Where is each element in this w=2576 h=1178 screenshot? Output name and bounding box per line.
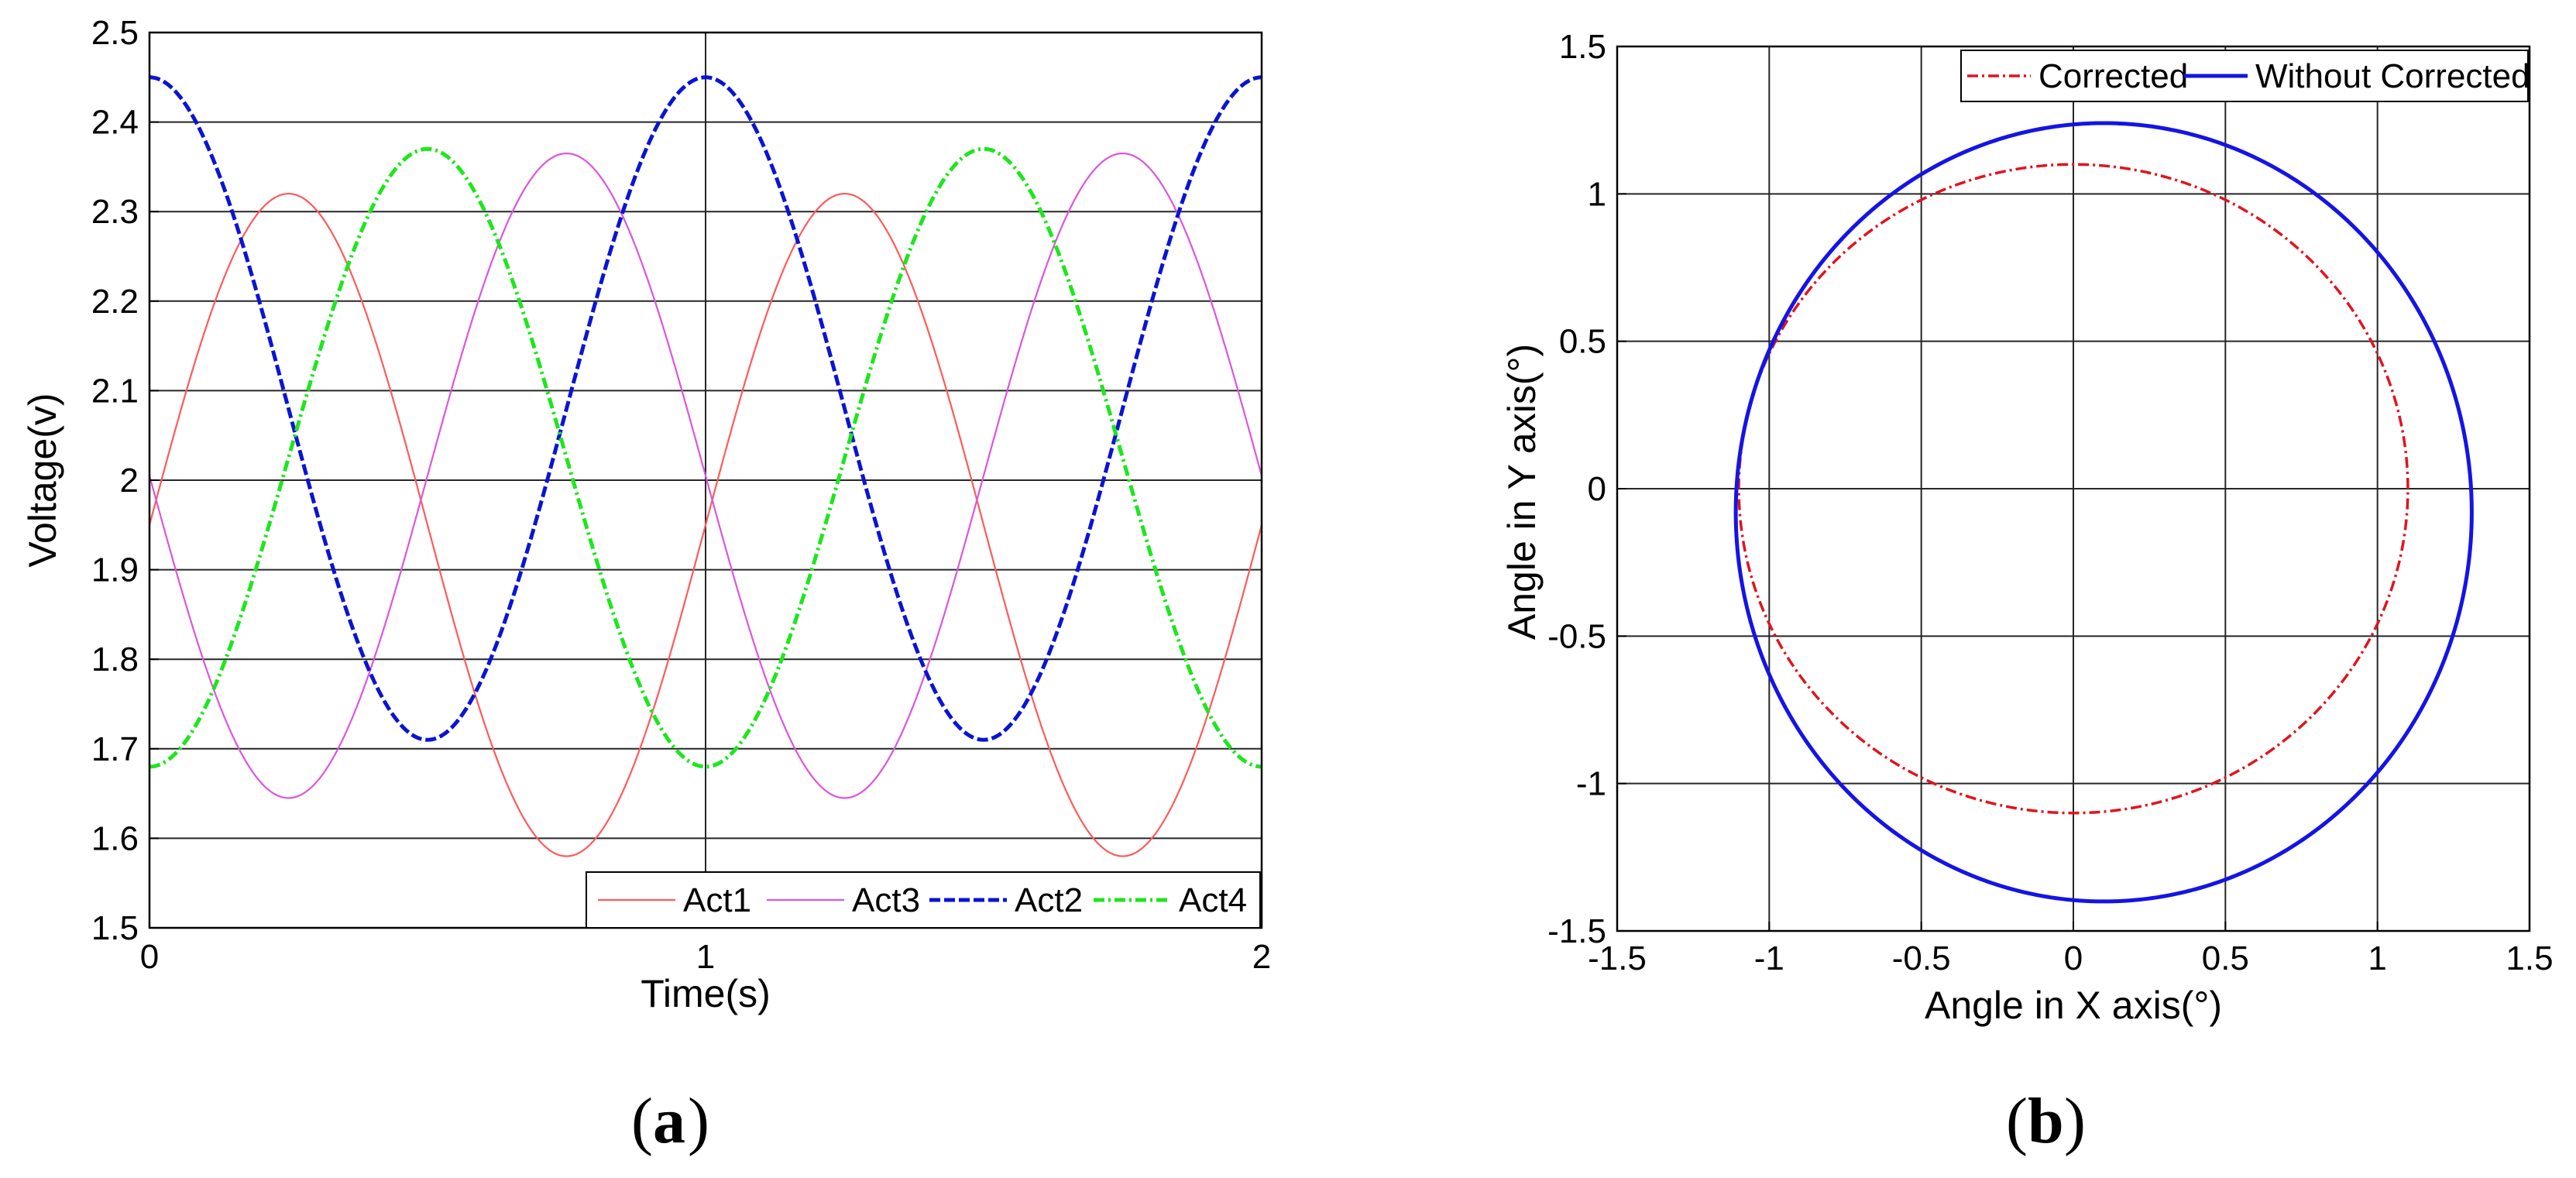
y-tick-label: -1.5 xyxy=(1547,912,1606,950)
y-axis-label-b: Angle in Y axis(°) xyxy=(1500,344,1544,640)
chart-b: -1.5 -1 -0.5 0 0.5 1 1.5 -1.5 -1 -0.5 0 0.5 1 1.5 An… xyxy=(1500,28,2554,1157)
series-line-act4 xyxy=(149,146,1262,769)
panel-label-b: ( b ) xyxy=(2006,1085,2086,1157)
legend-label: Act2 xyxy=(1015,881,1083,919)
x-tick-label: -1.5 xyxy=(1588,939,1647,977)
legend-box xyxy=(586,871,1261,929)
x-tick-label: 2 xyxy=(1252,938,1271,976)
y-tick-label: 1.5 xyxy=(1559,28,1606,66)
series-line-corrected xyxy=(1737,163,2409,815)
y-ticks-b: -1.5 -1 -0.5 0 0.5 1 1.5 xyxy=(1547,28,1626,950)
y-tick-label: -0.5 xyxy=(1547,617,1606,655)
panel-paren-open-a: ( xyxy=(631,1085,653,1157)
y-tick-label: -1 xyxy=(1576,765,1606,803)
legend-label: Act3 xyxy=(852,881,920,919)
x-tick-label: 0 xyxy=(2064,939,2083,977)
panel-letter-a: a xyxy=(653,1085,685,1157)
y-tick-label: 2.4 xyxy=(91,104,139,142)
y-tick-label: 1 xyxy=(1588,175,1606,213)
x-tick-label: 1.5 xyxy=(2506,939,2553,977)
x-tick-label: 1 xyxy=(2368,939,2386,977)
x-tick-label: 1 xyxy=(696,938,715,976)
y-axis-label-a: Voltage(v) xyxy=(21,393,64,567)
y-tick-label: 2 xyxy=(120,462,139,500)
chart-a: 0 1 2 1.5 1.6 1.7 1.8 1.9 2 2.1 2.2 2.3 2.4 2.5 Time… xyxy=(21,14,1271,1157)
x-axis-label-b: Angle in X axis(°) xyxy=(1925,984,2222,1027)
y-tick-label: 2.1 xyxy=(91,372,139,410)
y-ticks-a: 1.5 1.6 1.7 1.8 1.9 2 2.1 2.2 2.3 2.4 2.5 xyxy=(91,14,159,947)
legend-a: Act1 Act3 Act2 Act4 xyxy=(586,871,1261,929)
legend-label: Corrected xyxy=(2038,57,2188,95)
y-tick-label: 1.5 xyxy=(91,909,139,947)
y-tick-label: 1.6 xyxy=(91,819,139,857)
panel-paren-open-b: ( xyxy=(2006,1085,2028,1157)
grid-a xyxy=(149,33,1262,928)
series-line-without-corrected xyxy=(1733,121,2474,904)
y-tick-label: 2.5 xyxy=(91,14,139,52)
x-axis-label-a: Time(s) xyxy=(641,972,771,1015)
panel-letter-b: b xyxy=(2028,1085,2064,1157)
y-tick-label: 2.3 xyxy=(91,193,139,231)
series-group-b xyxy=(1733,121,2474,904)
series-line-act2 xyxy=(149,75,1262,742)
grid-b xyxy=(1617,46,2530,931)
y-tick-label: 2.2 xyxy=(91,283,139,321)
x-ticks-a: 0 1 2 xyxy=(140,919,1271,976)
y-tick-label: 1.9 xyxy=(91,551,139,589)
legend-b: Corrected Without Corrected xyxy=(1960,50,2530,102)
series-line-act1 xyxy=(148,192,1263,857)
panel-label-a: ( a ) xyxy=(631,1085,709,1157)
panel-paren-close-b: ) xyxy=(2064,1085,2086,1157)
legend-label: Without Corrected xyxy=(2255,57,2530,95)
x-tick-label: 0.5 xyxy=(2202,939,2249,977)
legend-label: Act4 xyxy=(1179,881,1247,919)
x-tick-label: 0 xyxy=(140,938,159,976)
series-group-a xyxy=(148,75,1263,857)
series-line-act3 xyxy=(148,152,1263,799)
x-ticks-b: -1.5 -1 -0.5 0 0.5 1 1.5 xyxy=(1588,922,2554,977)
y-tick-label: 0 xyxy=(1588,470,1606,508)
y-tick-label: 1.8 xyxy=(91,641,139,678)
x-tick-label: -0.5 xyxy=(1892,939,1951,977)
y-tick-label: 1.7 xyxy=(91,730,139,768)
x-tick-label: -1 xyxy=(1754,939,1784,977)
legend-label: Act1 xyxy=(683,881,751,919)
panel-paren-close-a: ) xyxy=(688,1085,709,1157)
y-tick-label: 0.5 xyxy=(1559,323,1606,361)
